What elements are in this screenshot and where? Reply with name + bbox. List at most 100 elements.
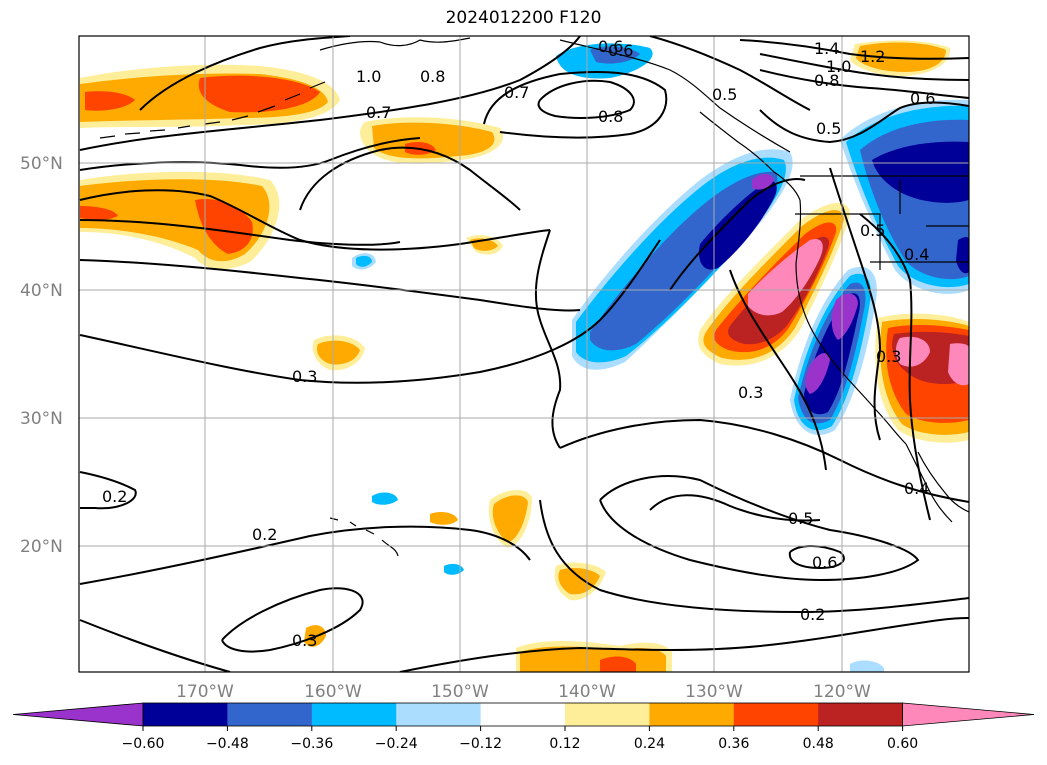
contour-line	[559, 418, 969, 503]
colorbar-segment	[480, 703, 566, 726]
lon-label: 150°W	[431, 682, 489, 702]
map-frame	[78, 35, 970, 673]
contour-label: 0.5	[860, 221, 885, 240]
contour-line	[299, 146, 521, 211]
anomaly-positive-south-core	[948, 343, 969, 386]
contour-line	[221, 587, 364, 653]
contour-line	[79, 189, 551, 251]
contour-label: 0.3	[738, 383, 763, 402]
colorbar-tick-label: −0.36	[290, 736, 333, 752]
contour-label: 0.2	[252, 525, 277, 544]
anomaly-positive-nw-core	[198, 75, 320, 113]
contour-label: 1.0	[356, 67, 381, 86]
contour-line	[139, 36, 351, 111]
anomaly-negative-small	[356, 255, 372, 267]
contour-label: 0.8	[814, 71, 839, 90]
contour-line	[829, 167, 882, 441]
us-west-coast	[795, 199, 907, 445]
anomaly-positive-small	[316, 340, 360, 365]
contour-label: 0.6	[598, 37, 623, 56]
contour-label: 0.5	[788, 509, 813, 528]
lat-label: 50°N	[20, 154, 63, 174]
bc-coast	[699, 111, 801, 201]
colorbar-tick-label: −0.48	[206, 736, 249, 752]
colorbar-frame	[142, 702, 903, 727]
alaska-coast	[319, 37, 791, 153]
lon-label: 170°W	[176, 682, 234, 702]
anomaly-negative-east-core	[872, 141, 969, 203]
anomaly-positive-mid	[372, 122, 495, 159]
anomaly-negative-band-core	[752, 174, 774, 190]
contour-label: 0.4	[904, 479, 929, 498]
colorbar-segment	[143, 703, 228, 726]
contour-label: 0.5	[816, 119, 841, 138]
anomaly-negative-east-core	[956, 237, 969, 274]
contour-line	[649, 36, 811, 111]
contour-line	[669, 178, 806, 291]
lat-label: 30°N	[20, 409, 63, 429]
lon-label: 160°W	[304, 682, 362, 702]
colorbar-extend-high	[902, 702, 1035, 727]
anomaly-negative-south-core	[805, 353, 830, 394]
lon-label: 130°W	[685, 682, 743, 702]
contour-line	[759, 53, 969, 81]
contour-line	[79, 259, 581, 312]
contour-line	[649, 494, 821, 522]
contour-line	[739, 39, 969, 60]
colorbar-segment	[565, 703, 650, 726]
lon-label: 120°W	[813, 682, 871, 702]
gridlines	[79, 36, 969, 672]
anomaly-positive-west-core	[195, 198, 253, 254]
contour-label: 0.8	[420, 67, 445, 86]
contour-label: 0.6	[910, 89, 935, 108]
contour-line	[79, 219, 401, 246]
contour-label: 0.7	[504, 83, 529, 102]
contour-label: 0.2	[102, 487, 127, 506]
anomaly-positive-bottom	[600, 656, 636, 672]
colorbar-tick-label: 0.12	[549, 736, 580, 752]
contour-label: 1.2	[860, 47, 885, 66]
contour-label: 0.2	[800, 605, 825, 624]
colorbar-segment	[733, 703, 819, 726]
anomaly-positive-south-core	[895, 336, 930, 367]
contour-line	[759, 69, 969, 99]
contour-line	[534, 229, 562, 449]
anomaly-negative-south-core	[831, 293, 858, 340]
colorbar-tick-label: 0.48	[803, 736, 834, 752]
colorbar: −0.60 −0.48 −0.36 −0.24 −0.12 0.12 0.24 0.36 0.4…	[12, 702, 1035, 752]
contour-label: 0.8	[598, 107, 623, 126]
contour-label: 1.4	[814, 39, 839, 58]
lat-label: 40°N	[20, 281, 63, 301]
colorbar-segment	[227, 703, 313, 726]
contour-label: 0.3	[292, 631, 317, 650]
anomaly-positive-coast-core	[748, 238, 823, 316]
lon-label: 140°W	[558, 682, 616, 702]
contour-line	[79, 239, 661, 384]
latitude-labels: 50°N 40°N 30°N 20°N	[20, 154, 63, 557]
anomaly-negative-band-core	[698, 180, 777, 270]
colorbar-tick-label: −0.24	[375, 736, 418, 752]
colorbar-extend-low	[12, 702, 144, 727]
aleutian-chain	[99, 81, 326, 139]
contour-label: 1.0	[826, 57, 851, 76]
contour-line	[399, 617, 969, 672]
contour-label: 0.3	[876, 347, 901, 366]
lat-label: 20°N	[20, 537, 63, 557]
anomaly-positive-sub	[558, 568, 600, 595]
longitude-labels: 170°W 160°W 150°W 140°W 130°W 120°W	[176, 682, 871, 702]
colorbar-tick-label: 0.60	[887, 736, 918, 752]
contour-line	[79, 525, 531, 585]
coastlines	[99, 37, 969, 557]
colorbar-tick-label: −0.12	[459, 736, 502, 752]
map-title: 2024012200 F120	[445, 8, 602, 28]
contour-line	[539, 499, 969, 614]
colorbar-tick-label: 0.36	[718, 736, 749, 752]
contour-line	[483, 70, 668, 139]
baja-coast	[905, 443, 969, 523]
hawaii-islands	[329, 517, 399, 557]
colorbar-segment	[818, 703, 904, 726]
contour-label: 0.7	[366, 103, 391, 122]
contour-line	[759, 101, 969, 144]
colorbar-segment	[649, 703, 735, 726]
